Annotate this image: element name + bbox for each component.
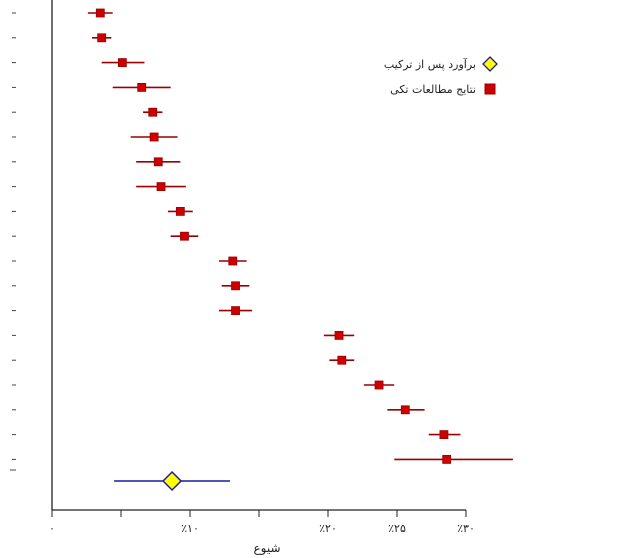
study-point-marker [442,454,452,464]
study-point-marker [117,58,127,67]
study-point-marker [231,306,240,316]
pooled-diamond-marker [161,470,183,492]
study-point-marker [137,83,147,92]
axes [51,0,466,511]
study-point-marker [97,33,107,43]
legend-diamond-marker [482,56,498,72]
study-point-marker [180,231,189,241]
study-point-marker [337,355,347,365]
study-point-marker [231,281,240,291]
study-point-marker [228,256,238,266]
legend-item-pooled: برآورد پس از ترکیب [384,56,498,72]
legend-label-pooled: برآورد پس از ترکیب [384,57,476,71]
legend-label-individual: نتایج مطالعات تکی [390,83,476,96]
x-axis-title: شیوع [253,541,280,556]
y-ticks [10,12,16,471]
study-point-marker [439,430,449,440]
study-point-marker [175,206,185,216]
x-tick-label: ٪۱۰ [181,522,199,535]
legend-square-marker [484,83,496,95]
study-point-marker [374,380,384,390]
study-point-marker [149,132,159,142]
study-point-marker [95,8,105,18]
x-tick-label: ٪۲۰ [319,522,337,535]
x-ticks: ٠ ٪۱۰ ٪۲۰ ٪۲۵ ٪۳۰ [49,510,475,535]
study-point-marker [334,330,344,340]
study-point-marker [156,182,166,192]
x-tick-label: ٠ [49,522,55,535]
study-point-marker [153,157,163,167]
x-tick-label: ٪۲۵ [388,522,406,535]
legend: برآورد پس از ترکیب نتایج مطالعات تکی [384,56,498,96]
x-tick-label: ٪۳۰ [457,522,475,535]
study-point-marker [148,107,158,117]
study-point-marker [400,405,410,415]
legend-item-individual: نتایج مطالعات تکی [390,83,496,96]
point-markers [95,8,452,492]
